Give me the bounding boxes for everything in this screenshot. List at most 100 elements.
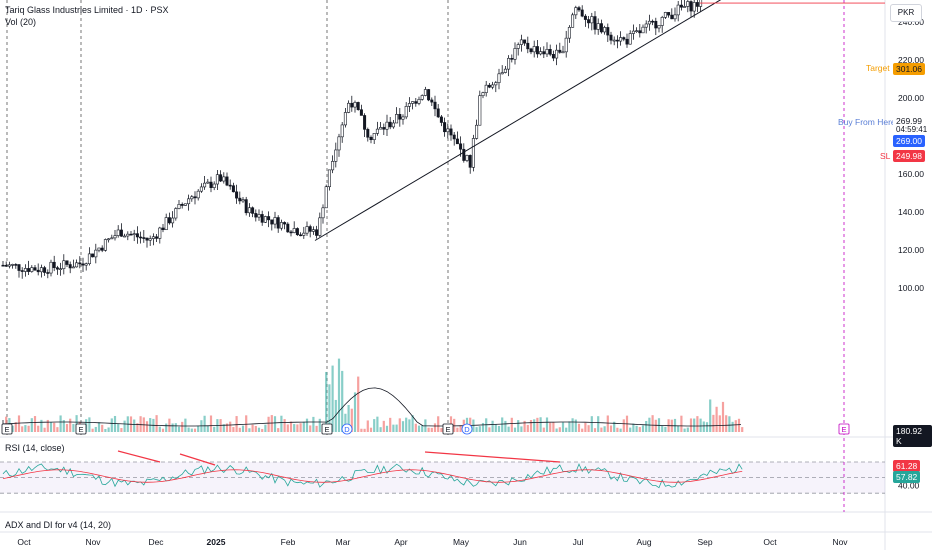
candle-body xyxy=(116,229,120,236)
candle-body xyxy=(7,264,11,267)
candle-body xyxy=(187,198,191,205)
price-tick-label: 240.00 xyxy=(898,17,924,27)
candle-body xyxy=(33,267,37,271)
volume-bar xyxy=(251,424,254,432)
volume-bar xyxy=(577,423,581,432)
volume-bar xyxy=(353,392,357,432)
time-tick-label: Jun xyxy=(513,537,527,547)
candle-body xyxy=(299,234,303,237)
currency-button[interactable]: PKR xyxy=(890,4,922,22)
earnings-event-box xyxy=(1,423,13,435)
volume-bar xyxy=(645,420,648,432)
candle-body xyxy=(177,204,181,209)
volume-bar xyxy=(238,427,241,432)
candle-body xyxy=(161,227,165,231)
volume-bar xyxy=(545,417,549,432)
volume-bar xyxy=(334,399,337,432)
candle-body xyxy=(516,44,520,49)
last-price-tag: 269.00 xyxy=(893,135,925,147)
volume-bar xyxy=(520,426,523,432)
volume-bar xyxy=(113,415,117,432)
candle-body xyxy=(334,149,338,162)
candle-body xyxy=(532,46,536,53)
volume-bar xyxy=(741,427,744,432)
candle-body xyxy=(174,208,178,219)
volume-bar xyxy=(209,415,213,432)
volume-bar xyxy=(629,427,632,432)
candle-body xyxy=(369,136,373,141)
volume-bar xyxy=(433,423,437,432)
candle-body xyxy=(129,233,133,236)
candle-body xyxy=(4,265,8,267)
candle-body xyxy=(68,264,72,269)
volume-bar xyxy=(709,399,712,432)
candle-body xyxy=(244,199,248,214)
candle-body xyxy=(52,261,56,268)
earnings-event-letter: E xyxy=(445,425,450,434)
volume-bar xyxy=(222,424,225,432)
volume-bar xyxy=(517,420,520,432)
volume-bar xyxy=(475,427,478,432)
volume-bar xyxy=(296,424,299,432)
volume-bar xyxy=(133,419,136,432)
volume-bar xyxy=(305,418,309,432)
volume-bar xyxy=(235,416,238,432)
candle-body xyxy=(238,197,242,202)
volume-bar xyxy=(661,425,664,432)
candle-body xyxy=(14,264,18,266)
volume-bar xyxy=(232,427,235,432)
volume-bar xyxy=(568,421,571,432)
candle-body xyxy=(519,39,523,45)
candle-body xyxy=(27,268,31,272)
volume-bar xyxy=(14,422,17,432)
candle-body xyxy=(113,235,117,239)
candle-body xyxy=(65,260,69,265)
volume-bar xyxy=(488,427,491,432)
volume-bar xyxy=(401,421,405,432)
candle-body xyxy=(375,128,379,134)
volume-bar xyxy=(27,425,30,432)
volume-bar xyxy=(30,418,33,432)
target-price-tag: 301.06 xyxy=(893,63,925,75)
volume-bar xyxy=(331,365,334,432)
candle-body xyxy=(225,176,229,186)
volume-bar xyxy=(427,427,430,432)
candle-body xyxy=(241,199,245,202)
volume-bar xyxy=(280,415,283,432)
candle-body xyxy=(459,143,463,150)
volume-bar xyxy=(299,423,302,432)
candle-body xyxy=(247,207,251,214)
volume-bar xyxy=(533,419,536,432)
volume-bar xyxy=(120,428,123,432)
candle-body xyxy=(171,217,175,224)
volume-bar xyxy=(107,427,110,432)
candle-body xyxy=(183,203,187,206)
price-tick-label: 100.00 xyxy=(898,283,924,293)
candle-body xyxy=(638,30,642,34)
candle-body xyxy=(78,262,82,265)
volume-bar xyxy=(609,425,613,432)
candle-body xyxy=(302,232,306,236)
volume-bar xyxy=(312,416,315,432)
candle-body xyxy=(1,264,5,267)
volume-bar xyxy=(171,423,174,432)
candle-body xyxy=(475,124,479,139)
candle-body xyxy=(606,27,610,36)
volume-bar xyxy=(225,423,229,432)
candle-body xyxy=(395,114,399,124)
candle-body xyxy=(683,6,687,8)
candle-body xyxy=(583,15,587,20)
candle-body xyxy=(155,236,159,239)
candle-body xyxy=(209,181,213,188)
countdown-tag: 04:59:41 xyxy=(893,124,931,135)
volume-bar xyxy=(581,428,584,432)
candle-body xyxy=(20,270,24,272)
candle-body xyxy=(609,34,613,41)
candle-body xyxy=(548,49,552,55)
volume-bar xyxy=(555,428,558,432)
time-tick-label: Dec xyxy=(148,537,164,547)
volume-bar xyxy=(168,418,171,432)
candle-body xyxy=(423,89,427,96)
candle-body xyxy=(251,207,255,214)
